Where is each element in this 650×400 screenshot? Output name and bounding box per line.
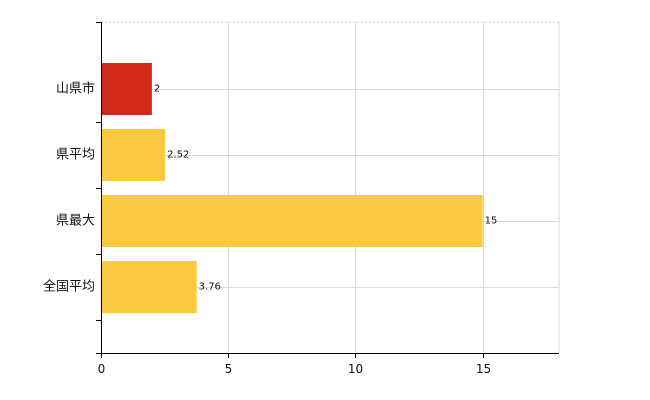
grid-layer — [101, 21, 560, 353]
bars-layer — [102, 63, 483, 313]
x-tick-label: 0 — [98, 362, 106, 376]
category-label: 県最大 — [56, 214, 95, 229]
bar — [102, 63, 152, 115]
bar — [102, 261, 197, 313]
bar — [102, 195, 483, 247]
category-label: 全国平均 — [43, 279, 95, 295]
x-tick-label: 10 — [348, 362, 363, 376]
axes-layer — [96, 22, 559, 358]
data-label: 2 — [154, 84, 160, 95]
bar — [102, 129, 166, 181]
data-label: 15 — [485, 216, 498, 227]
x-tick-label: 5 — [225, 362, 233, 376]
x-tick-label: 15 — [476, 362, 491, 376]
category-label: 山県市 — [56, 81, 95, 97]
data-label: 2.52 — [167, 150, 189, 161]
data-label: 3.76 — [199, 282, 221, 293]
category-label: 県平均 — [56, 148, 95, 163]
